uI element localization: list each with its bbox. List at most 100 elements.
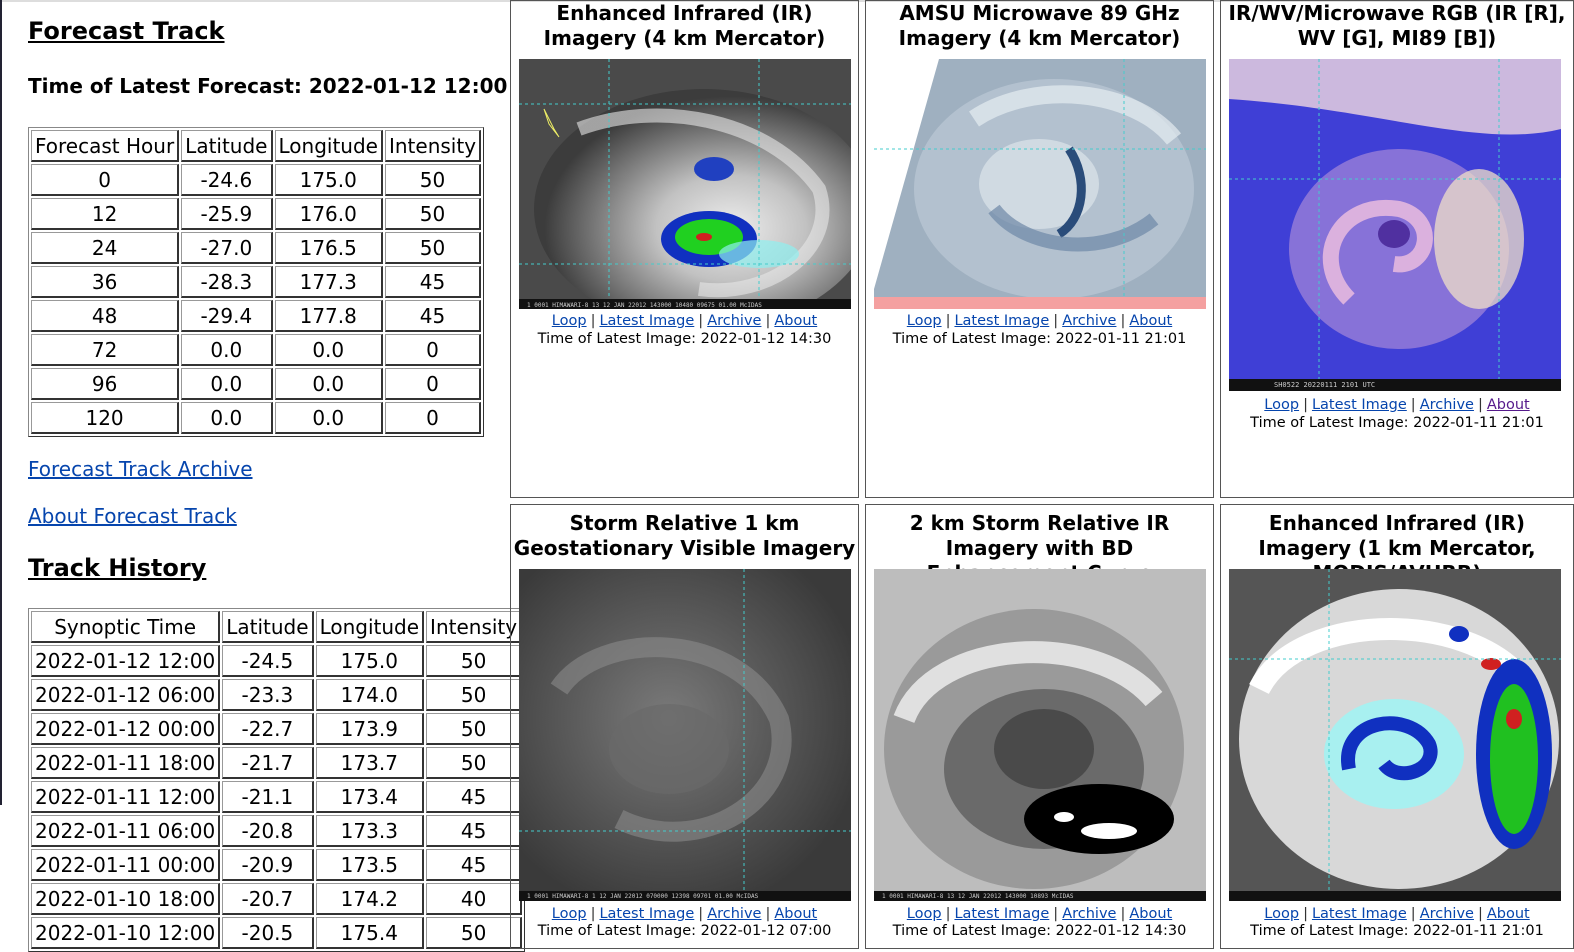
table-row: 2022-01-11 12:00 -21.1 173.4 45 — [31, 781, 523, 813]
table-cell: -21.1 — [222, 781, 314, 813]
latest-image-time: Time of Latest Image: 2022-01-12 07:00 — [511, 923, 858, 939]
panel-amsu-microwave: AMSU Microwave 89 GHz Imagery (4 km Merc… — [865, 0, 1214, 498]
enhanced-ir-image[interactable]: 1 0001 HIMAWARI-8 13 12 JAN 22012 143000… — [519, 59, 851, 309]
panel-nav: Loop | Latest Image | Archive | About — [551, 906, 818, 922]
table-cell: 0.0 — [181, 368, 273, 400]
table-cell: 40 — [426, 883, 523, 915]
about-link[interactable]: About — [1129, 313, 1173, 329]
panel-enhanced-ir-4km: Enhanced Infrared (IR) Imagery (4 km Mer… — [510, 0, 859, 498]
amsu-microwave-image[interactable] — [874, 59, 1206, 309]
table-cell: 50 — [426, 747, 523, 779]
forecast-track-archive-link[interactable]: Forecast Track Archive — [28, 457, 253, 481]
about-link[interactable]: About — [1486, 397, 1530, 413]
forecast-table: Forecast Hour Latitude Longitude Intensi… — [28, 127, 485, 437]
loop-link[interactable]: Loop — [906, 313, 942, 329]
table-cell: 45 — [426, 781, 523, 813]
table-cell: -28.3 — [181, 266, 273, 298]
panel-title: Storm Relative 1 km Geostationary Visibl… — [513, 511, 856, 560]
panel-nav: Loop | Latest Image | Archive | About — [906, 313, 1173, 329]
column-header: Intensity — [426, 611, 523, 643]
latest-image-time: Time of Latest Image: 2022-01-12 14:30 — [511, 331, 858, 347]
panel-bd-enhancement: 2 km Storm Relative IR Imagery with BD E… — [865, 504, 1214, 949]
panel-title: Enhanced Infrared (IR) Imagery (4 km Mer… — [543, 1, 826, 50]
table-cell: 173.3 — [315, 815, 425, 847]
modis-avhrr-image[interactable] — [1229, 569, 1561, 901]
table-cell: 50 — [384, 232, 482, 264]
forecast-time-label: Time of Latest Forecast: — [28, 74, 302, 98]
table-cell: 50 — [384, 198, 482, 230]
table-cell: 2022-01-12 12:00 — [31, 645, 221, 677]
table-cell: 45 — [426, 815, 523, 847]
panel-title: 2 km Storm Relative IR Imagery with BD E… — [909, 511, 1170, 585]
about-forecast-track-link[interactable]: About Forecast Track — [28, 504, 237, 528]
panel-nav: Loop | Latest Image | Archive | About — [1264, 906, 1530, 922]
table-row: 48 -29.4 177.8 45 — [31, 300, 482, 332]
latest-image-time: Time of Latest Image: 2022-01-11 21:01 — [1221, 415, 1573, 431]
archive-link[interactable]: Archive — [707, 313, 762, 329]
latest-image-time: Time of Latest Image: 2022-01-11 21:01 — [866, 331, 1213, 347]
left-frame-border — [0, 0, 2, 805]
top-rule — [2, 0, 1574, 2]
archive-link[interactable]: Archive — [707, 906, 762, 922]
panel-visible-1km: Storm Relative 1 km Geostationary Visibl… — [510, 504, 859, 949]
table-cell: 0.0 — [274, 402, 383, 434]
image-caption-bar: 1 0001 HIMAWARI-8 13 12 JAN 22012 143000… — [519, 301, 851, 309]
archive-link[interactable]: Archive — [1062, 906, 1117, 922]
table-row: 2022-01-10 18:00 -20.7 174.2 40 — [31, 883, 523, 915]
table-cell: 2022-01-11 18:00 — [31, 747, 221, 779]
table-cell: 0.0 — [274, 334, 383, 366]
table-row: 2022-01-11 00:00 -20.9 173.5 45 — [31, 849, 523, 881]
loop-link[interactable]: Loop — [1264, 397, 1300, 413]
table-row: 2022-01-12 00:00 -22.7 173.9 50 — [31, 713, 523, 745]
table-cell: 50 — [426, 645, 523, 677]
table-cell: -22.7 — [222, 713, 314, 745]
track-history-heading: Track History — [28, 554, 207, 582]
image-caption: SH0522 20220111 2101 UTC — [1274, 381, 1376, 389]
latest-image-link[interactable]: Latest Image — [954, 313, 1050, 329]
table-cell: 2022-01-10 18:00 — [31, 883, 221, 915]
time-value: 2022-01-12 07:00 — [700, 923, 832, 939]
column-header: Latitude — [222, 611, 314, 643]
latest-forecast-time: Time of Latest Forecast: 2022-01-12 12:0… — [28, 74, 507, 98]
table-cell: 2022-01-10 12:00 — [31, 917, 221, 949]
latest-image-link[interactable]: Latest Image — [1311, 906, 1407, 922]
track-history-table: Synoptic Time Latitude Longitude Intensi… — [28, 608, 526, 952]
table-header-row: Synoptic Time Latitude Longitude Intensi… — [31, 611, 523, 643]
table-cell: 50 — [384, 164, 482, 196]
table-cell: 2022-01-11 00:00 — [31, 849, 221, 881]
panel-title: AMSU Microwave 89 GHz Imagery (4 km Merc… — [898, 1, 1181, 50]
about-link[interactable]: About — [774, 313, 818, 329]
bd-enhancement-image[interactable]: 1 0001 HIMAWARI-8 13 12 JAN 22012 143000… — [874, 569, 1206, 901]
loop-link[interactable]: Loop — [906, 906, 942, 922]
table-cell: 174.0 — [315, 679, 425, 711]
table-row: 2022-01-12 12:00 -24.5 175.0 50 — [31, 645, 523, 677]
rgb-composite-image[interactable]: SH0522 20220111 2101 UTC — [1229, 59, 1561, 391]
table-cell: 176.0 — [274, 198, 383, 230]
table-cell: 173.7 — [315, 747, 425, 779]
table-cell: -25.9 — [181, 198, 273, 230]
latest-image-link[interactable]: Latest Image — [954, 906, 1050, 922]
time-label: Time of Latest Image: — [537, 923, 697, 939]
archive-link[interactable]: Archive — [1062, 313, 1117, 329]
time-label: Time of Latest Image: — [892, 923, 1052, 939]
image-caption: 1 0001 HIMAWARI-8 1 12 JAN 22012 070000 … — [527, 893, 759, 900]
table-row: 24 -27.0 176.5 50 — [31, 232, 482, 264]
loop-link[interactable]: Loop — [551, 313, 587, 329]
archive-link[interactable]: Archive — [1419, 397, 1474, 413]
about-link[interactable]: About — [774, 906, 818, 922]
archive-link[interactable]: Archive — [1419, 906, 1474, 922]
table-cell: 50 — [426, 679, 523, 711]
table-cell: -21.7 — [222, 747, 314, 779]
about-link[interactable]: About — [1486, 906, 1530, 922]
column-header: Forecast Hour — [31, 130, 180, 162]
table-cell: 96 — [31, 368, 180, 400]
table-cell: 50 — [426, 917, 523, 949]
loop-link[interactable]: Loop — [551, 906, 587, 922]
visible-image[interactable]: 1 0001 HIMAWARI-8 1 12 JAN 22012 070000 … — [519, 569, 851, 901]
latest-image-link[interactable]: Latest Image — [599, 313, 695, 329]
about-link[interactable]: About — [1129, 906, 1173, 922]
latest-image-link[interactable]: Latest Image — [599, 906, 695, 922]
latest-image-link[interactable]: Latest Image — [1311, 397, 1407, 413]
loop-link[interactable]: Loop — [1264, 906, 1300, 922]
table-cell: -24.5 — [222, 645, 314, 677]
